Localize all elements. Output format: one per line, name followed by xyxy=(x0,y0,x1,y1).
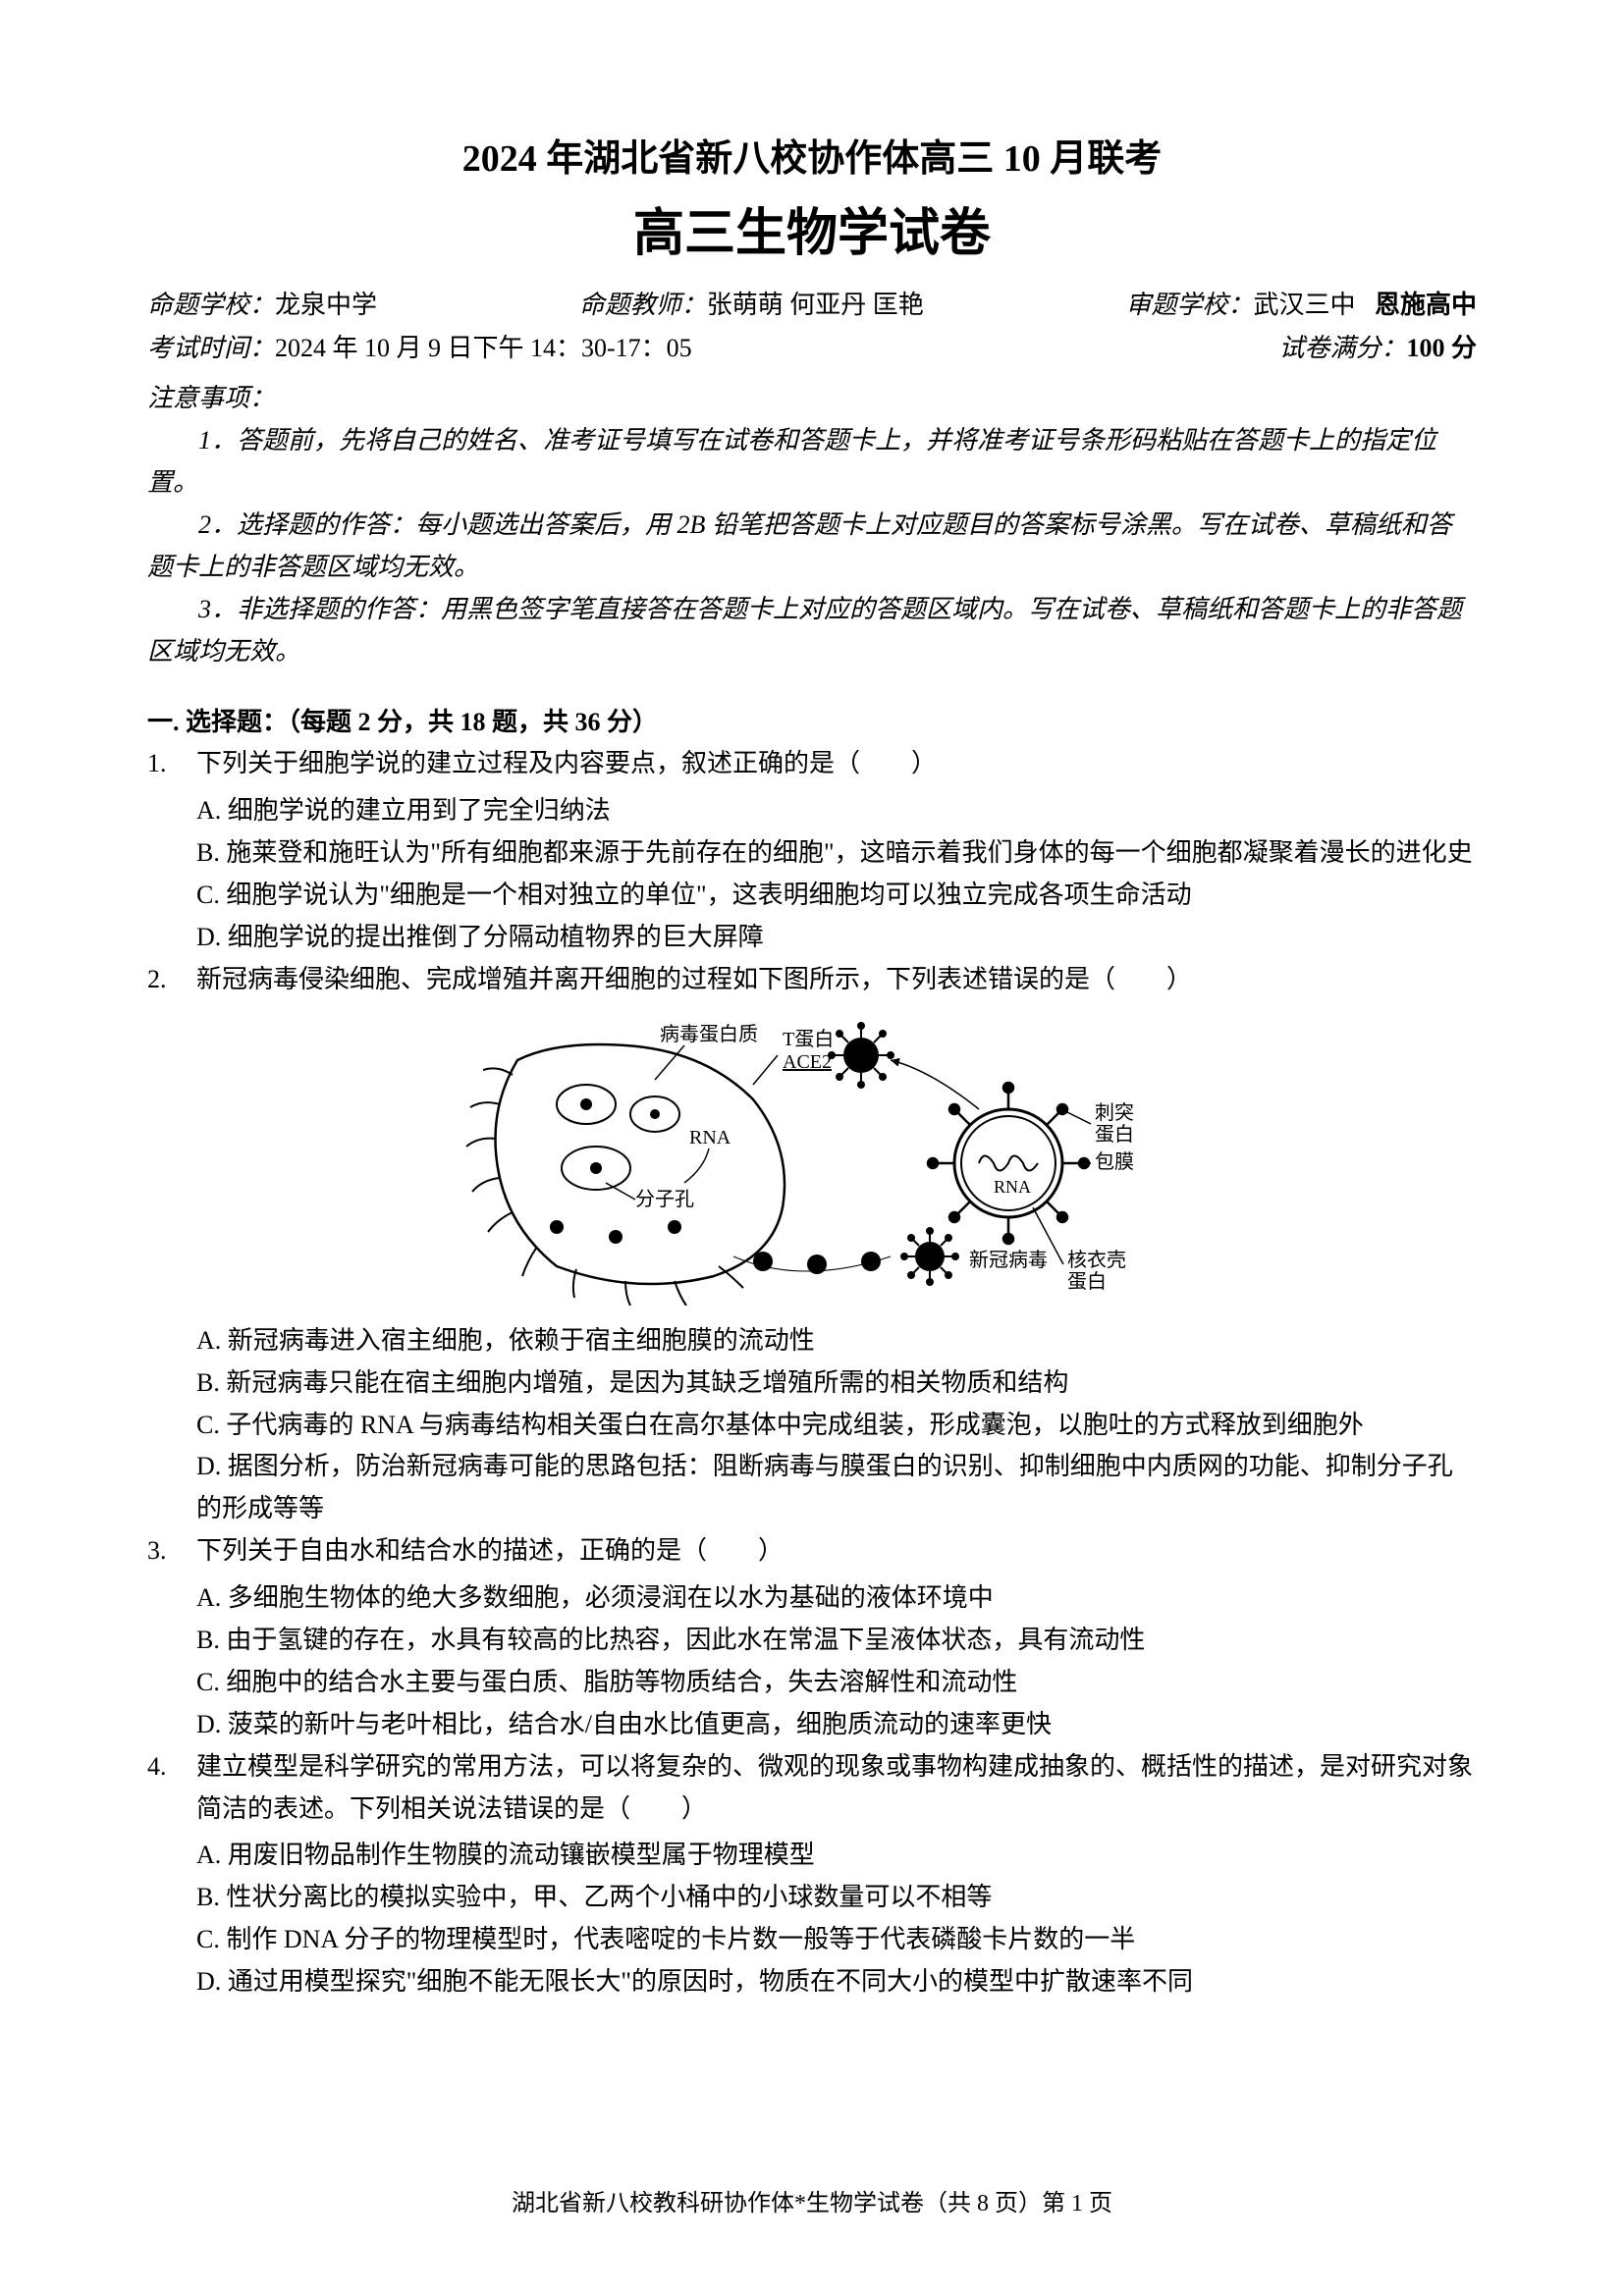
q3-option-b: B. 由于氢键的存在，水具有较高的比热容，因此水在常温下呈液体状态，具有流动性 xyxy=(196,1620,1477,1662)
info-row-1: 命题学校：龙泉中学 命题教师：张萌萌 何亚丹 匡艳 审题学校：武汉三中 恩施高中 xyxy=(147,285,1477,326)
q1-option-b: B. 施莱登和施旺认为"所有细胞都来源于先前存在的细胞"，这暗示着我们身体的每一… xyxy=(196,832,1477,875)
q2-diagram: 病毒蛋白质 RNA 分子孔 T蛋白 ACE2 xyxy=(147,1011,1477,1310)
main-title: 2024 年湖北省新八校协作体高三 10 月联考 xyxy=(147,128,1477,182)
school-label: 命题学校： xyxy=(147,291,275,319)
question-4: 4. 建立模型是科学研究的常用方法，可以将复杂的、微观的现象或事物构建成抽象的、… xyxy=(147,1746,1477,1831)
q3-option-c: C. 细胞中的结合水主要与蛋白质、脂肪等物质结合，失去溶解性和流动性 xyxy=(196,1662,1477,1704)
q3-num: 3. xyxy=(147,1530,196,1573)
time-value: 2024 年 10 月 9 日下午 14：30-17：05 xyxy=(275,334,692,362)
school-value: 龙泉中学 xyxy=(275,291,377,319)
diagram-label-envelope: 包膜 xyxy=(1095,1150,1134,1173)
diagram-label-nucleocapsid: 核衣壳 xyxy=(1067,1249,1126,1271)
diagram-label-nucleocapsid2: 蛋白 xyxy=(1067,1270,1107,1293)
time-label: 考试时间： xyxy=(147,334,275,362)
q1-option-c: C. 细胞学说认为"细胞是一个相对独立的单位"，这表明细胞均可以独立完成各项生命… xyxy=(196,875,1477,917)
q2-option-d: D. 据图分析，防治新冠病毒可能的思路包括：阻断病毒与膜蛋白的识别、抑制细胞中内… xyxy=(196,1446,1477,1530)
q2-option-a: A. 新冠病毒进入宿主细胞，依赖于宿主细胞膜的流动性 xyxy=(196,1320,1477,1362)
diagram-label-ace2: ACE2 xyxy=(783,1051,832,1073)
q4-option-a: A. 用废旧物品制作生物膜的流动镶嵌模型属于物理模型 xyxy=(196,1835,1477,1877)
diagram-label-rna-virus: RNA xyxy=(994,1177,1031,1197)
review-value: 武汉三中 xyxy=(1253,291,1355,319)
notice-item-3: 3．非选择题的作答：用黑色签字笔直接答在答题卡上对应的答题区域内。写在试卷、草稿… xyxy=(147,589,1477,673)
score-value: 100 分 xyxy=(1406,334,1477,362)
q2-stem: 新冠病毒侵染细胞、完成增殖并离开细胞的过程如下图所示，下列表述错误的是（ ） xyxy=(196,959,1477,1001)
diagram-label-virus-protein: 病毒蛋白质 xyxy=(660,1023,758,1045)
notice-item-1: 1．答题前，先将自己的姓名、准考证号填写在试卷和答题卡上，并将准考证号条形码粘贴… xyxy=(147,420,1477,505)
diagram-label-spike2: 蛋白 xyxy=(1095,1123,1134,1146)
q1-num: 1. xyxy=(147,743,196,785)
q3-option-d: D. 菠菜的新叶与老叶相比，结合水/自由水比值更高，细胞质流动的速率更快 xyxy=(196,1704,1477,1746)
section-header: 一. 选择题：（每题 2 分，共 18 题，共 36 分） xyxy=(147,702,1477,738)
q3-option-a: A. 多细胞生物体的绝大多数细胞，必须浸润在以水为基础的液体环境中 xyxy=(196,1577,1477,1620)
virus-particle-top xyxy=(829,1023,893,1088)
q4-option-b: B. 性状分离比的模拟实验中，甲、乙两个小桶中的小球数量可以不相等 xyxy=(196,1877,1477,1919)
q1-stem: 下列关于细胞学说的建立过程及内容要点，叙述正确的是（ ） xyxy=(196,743,1477,785)
diagram-label-covid: 新冠病毒 xyxy=(969,1249,1048,1271)
q4-option-c: C. 制作 DNA 分子的物理模型时，代表嘧啶的卡片数一般等于代表磷酸卡片数的一… xyxy=(196,1919,1477,1961)
q2-option-b: B. 新冠病毒只能在宿主细胞内增殖，是因为其缺乏增殖所需的相关物质和结构 xyxy=(196,1362,1477,1405)
q2-num: 2. xyxy=(147,959,196,1001)
page-footer: 湖北省新八校教科研协作体*生物学试卷（共 8 页）第 1 页 xyxy=(0,2183,1624,2217)
q4-num: 4. xyxy=(147,1746,196,1831)
q1-option-a: A. 细胞学说的建立用到了完全归纳法 xyxy=(196,790,1477,832)
diagram-label-rna-cell: RNA xyxy=(689,1127,731,1148)
score-label: 试卷满分： xyxy=(1278,334,1406,362)
notices: 注意事项： 1．答题前，先将自己的姓名、准考证号填写在试卷和答题卡上，并将准考证… xyxy=(147,378,1477,672)
review-value-2: 恩施高中 xyxy=(1375,291,1477,319)
q4-option-d: D. 通过用模型探究"细胞不能无限长大"的原因时，物质在不同大小的模型中扩散速率… xyxy=(196,1961,1477,2003)
teacher-value: 张萌萌 何亚丹 匡艳 xyxy=(707,291,924,319)
virus-particle-bottom xyxy=(901,1228,958,1285)
diagram-label-t-protein: T蛋白 xyxy=(783,1028,834,1050)
question-2: 2. 新冠病毒侵染细胞、完成增殖并离开细胞的过程如下图所示，下列表述错误的是（ … xyxy=(147,959,1477,1001)
q4-stem: 建立模型是科学研究的常用方法，可以将复杂的、微观的现象或事物构建成抽象的、概括性… xyxy=(196,1746,1477,1831)
q1-option-d: D. 细胞学说的提出推倒了分隔动植物界的巨大屏障 xyxy=(196,917,1477,959)
info-row-2: 考试时间：2024 年 10 月 9 日下午 14：30-17：05 试卷满分：… xyxy=(147,328,1477,369)
q2-option-c: C. 子代病毒的 RNA 与病毒结构相关蛋白在高尔基体中完成组装，形成囊泡，以胞… xyxy=(196,1405,1477,1447)
question-1: 1. 下列关于细胞学说的建立过程及内容要点，叙述正确的是（ ） xyxy=(147,743,1477,785)
teacher-label: 命题教师： xyxy=(579,291,707,319)
diagram-label-molecular-pore: 分子孔 xyxy=(635,1188,694,1210)
notice-title: 注意事项： xyxy=(147,378,1477,420)
diagram-label-spike: 刺突 xyxy=(1095,1101,1134,1124)
review-label: 审题学校： xyxy=(1125,291,1253,319)
q3-stem: 下列关于自由水和结合水的描述，正确的是（ ） xyxy=(196,1530,1477,1573)
notice-item-2: 2．选择题的作答：每小题选出答案后，用 2B 铅笔把答题卡上对应题目的答案标号涂… xyxy=(147,505,1477,589)
sub-title: 高三生物学试卷 xyxy=(147,191,1477,265)
question-3: 3. 下列关于自由水和结合水的描述，正确的是（ ） xyxy=(147,1530,1477,1573)
